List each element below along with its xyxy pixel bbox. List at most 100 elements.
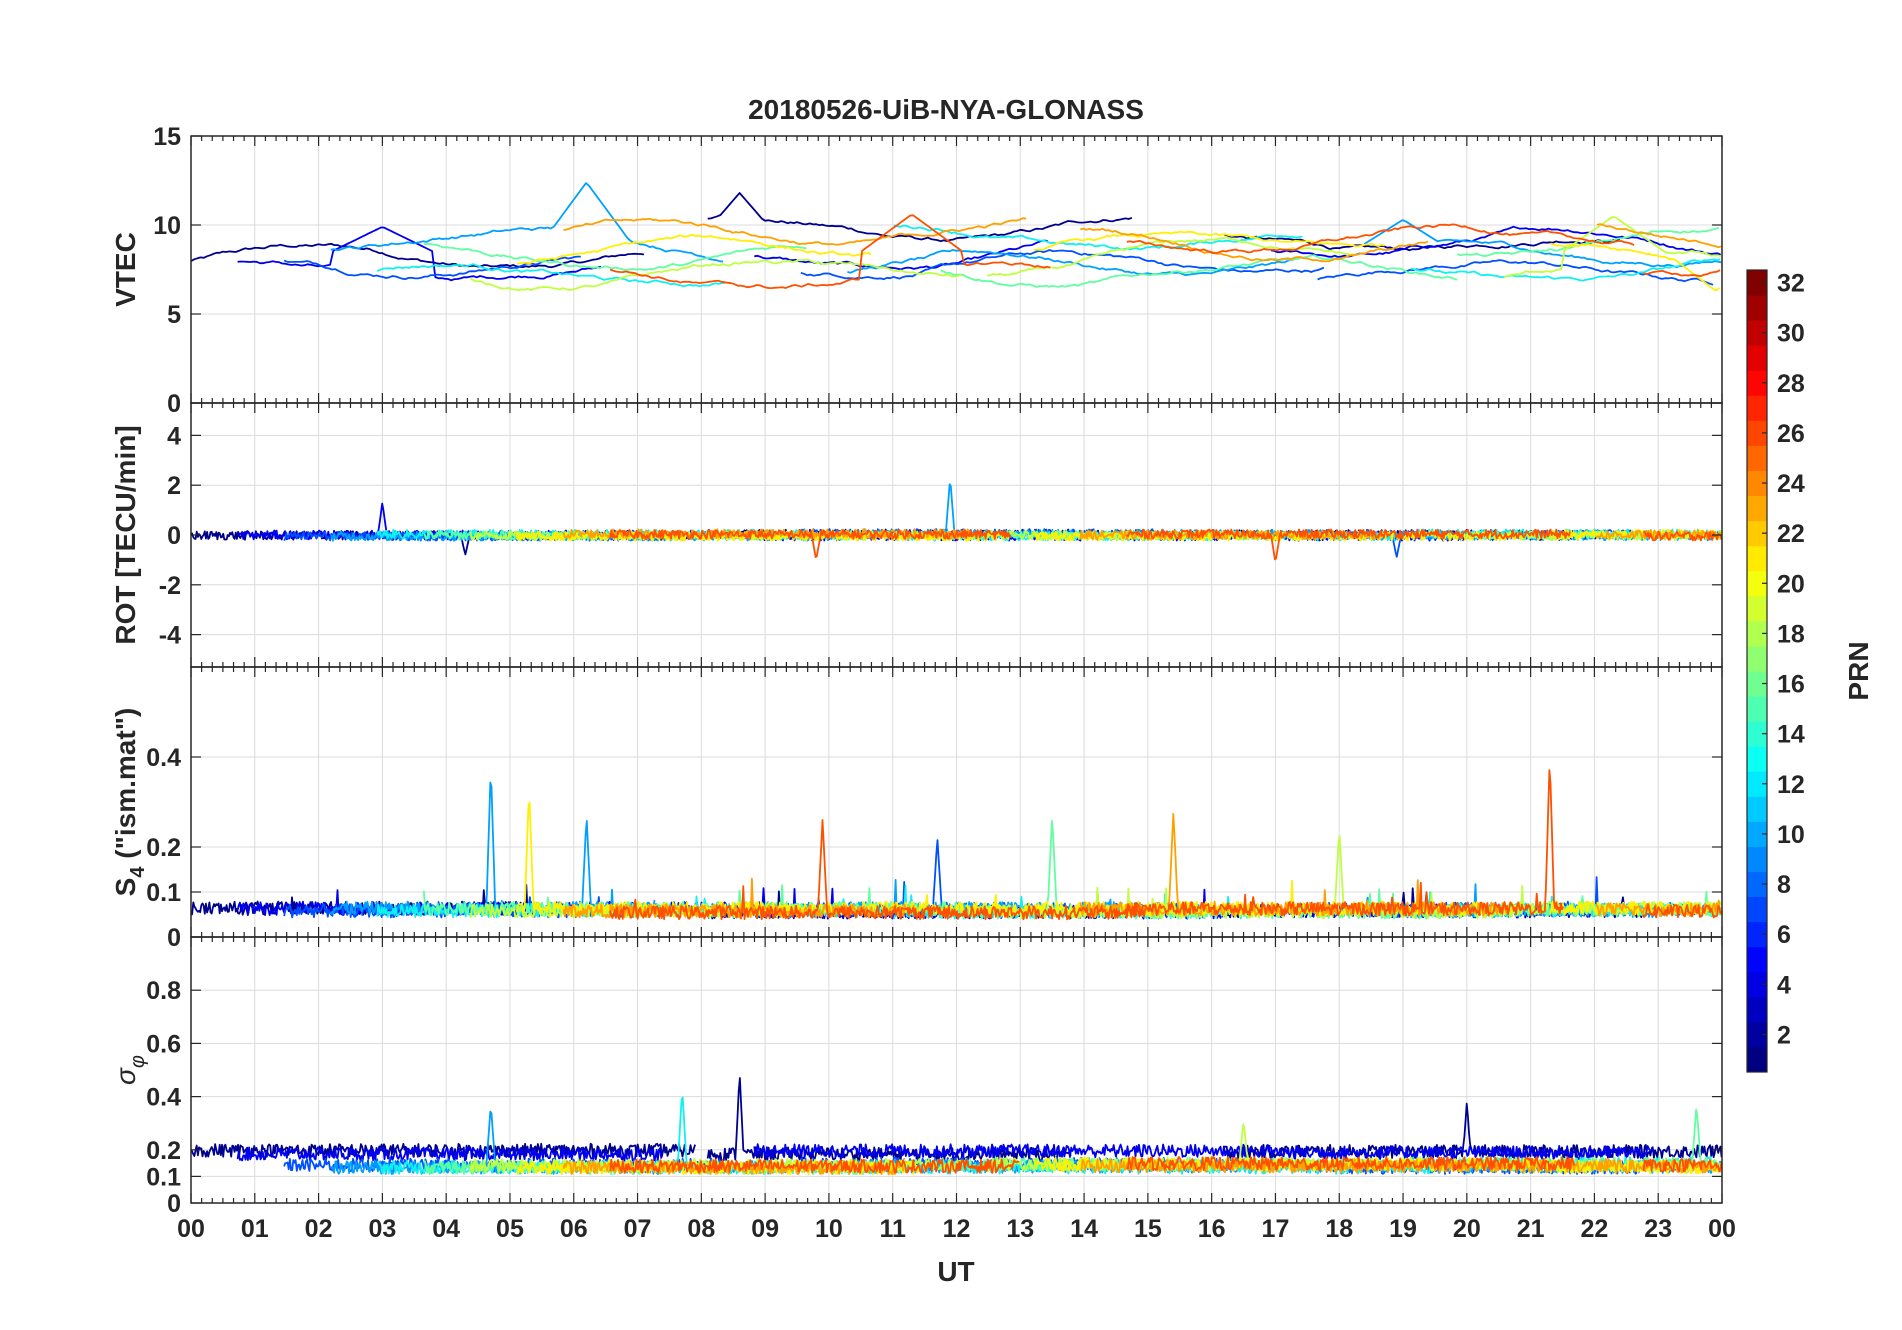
series-group — [191, 483, 1722, 561]
series-line — [1126, 528, 1571, 561]
y-tick-label: 4 — [167, 422, 181, 450]
colorbar-tick-label: 32 — [1777, 270, 1805, 298]
series-line — [1550, 242, 1720, 292]
colorbar-tick-label: 8 — [1777, 871, 1791, 899]
y-tick-label: 0 — [167, 522, 181, 550]
colorbar-step — [1747, 570, 1767, 597]
series-line — [609, 529, 1012, 558]
x-tick-labels: 00 01 02 03 04 05 06 07 08 09 10 11 12 13 14 15 16 17 18 19… — [177, 1215, 1736, 1243]
series-group — [191, 1077, 1722, 1176]
series-line — [753, 1143, 1271, 1159]
series-line — [1410, 258, 1721, 282]
colorbar-step — [1747, 746, 1767, 772]
colorbar-tick-label: 26 — [1777, 420, 1805, 448]
x-tick-label: 11 — [879, 1215, 906, 1243]
chart-title: 20180526-UiB-NYA-GLONASS — [748, 94, 1144, 125]
series-line — [707, 192, 1133, 243]
series-line — [1080, 227, 1429, 263]
series-line — [237, 226, 602, 282]
colorbar-step — [1747, 495, 1767, 522]
panel-s4: 0 0.1 0.2 0.4S4 ("ism.mat") — [110, 666, 1723, 952]
colorbar-step — [1747, 345, 1767, 371]
colorbar-step — [1747, 946, 1767, 973]
series-line — [609, 819, 1147, 921]
series-line — [563, 217, 1027, 246]
colorbar-step — [1747, 1021, 1767, 1048]
colorbar-step — [1747, 370, 1767, 396]
series-line — [1033, 230, 1385, 252]
x-tick-label: 05 — [496, 1215, 524, 1243]
x-tick-label: 00 — [1708, 1215, 1736, 1243]
x-axis-label: UT — [937, 1256, 974, 1287]
series-line — [754, 239, 1048, 271]
panel-sigma: 00.10.2 0.4 0.6 0.8 σφ — [110, 936, 1723, 1218]
series-line — [1596, 223, 1722, 249]
colorbar-step — [1747, 871, 1767, 898]
x-tick-label: 12 — [943, 1215, 971, 1243]
colorbar-step — [1747, 595, 1767, 622]
series-line — [1080, 1158, 1613, 1174]
panel-rot: -4 -2 0 2 4 ROT [TECU/min] — [110, 402, 1723, 668]
colorbar-tick-label: 10 — [1777, 821, 1805, 849]
x-tick-label: 07 — [624, 1215, 652, 1243]
colorbar-step — [1747, 420, 1767, 446]
colorbar-step — [1747, 996, 1767, 1023]
series-line — [986, 1123, 1496, 1172]
colorbar-step — [1747, 645, 1767, 672]
y-tick-label: 0.1 — [146, 1163, 181, 1191]
x-tick-label: 22 — [1581, 1215, 1609, 1243]
series-line — [470, 258, 962, 292]
series-line — [940, 254, 1458, 288]
colorbar-tick-label: 16 — [1777, 671, 1805, 699]
x-tick-label: 10 — [815, 1215, 843, 1243]
series-line — [236, 1146, 663, 1162]
x-tick-label: 21 — [1517, 1215, 1545, 1243]
series-line — [893, 224, 1303, 251]
colorbar-step — [1747, 395, 1767, 421]
x-tick-label: 13 — [1006, 1215, 1034, 1243]
colorbar-step — [1747, 896, 1767, 923]
colorbar-tick-label: 24 — [1777, 470, 1805, 498]
y-tick-label: 15 — [153, 123, 181, 151]
x-tick-label: 16 — [1198, 1215, 1226, 1243]
series-line — [1125, 769, 1565, 917]
y-tick-label: 0.1 — [146, 879, 181, 907]
x-tick-label: 04 — [432, 1215, 460, 1243]
colorbar-label: PRN — [1843, 641, 1874, 700]
colorbar-tick-label: 22 — [1777, 520, 1805, 548]
colorbar-step — [1747, 470, 1767, 497]
x-tick-label: 17 — [1262, 1215, 1290, 1243]
series-line — [423, 242, 807, 272]
series-line — [1456, 227, 1720, 257]
series-line — [1126, 223, 1635, 255]
y-tick-label: 0 — [167, 1190, 181, 1218]
y-tick-label: 0.4 — [146, 1084, 181, 1112]
series-line — [609, 214, 1051, 290]
series-line — [1642, 903, 1722, 919]
y-tick-label: 0.8 — [146, 977, 181, 1005]
y-tick-label: 0 — [167, 924, 181, 952]
y-axis-label-rot: ROT [TECU/min] — [110, 425, 141, 644]
colorbar-step — [1747, 696, 1767, 722]
x-tick-label: 09 — [751, 1215, 779, 1243]
series-line — [191, 242, 645, 269]
colorbar-step — [1747, 821, 1767, 847]
colorbar-step — [1747, 620, 1767, 647]
series-line — [609, 1158, 1020, 1174]
colorbar-tick-label: 12 — [1777, 771, 1805, 799]
y-tick-label: -2 — [159, 572, 181, 600]
colorbar-tick-label: 18 — [1777, 620, 1805, 648]
series-line — [800, 249, 1325, 281]
x-tick-label: 19 — [1389, 1215, 1417, 1243]
series-line — [847, 248, 1294, 277]
colorbar-tick-label: 20 — [1777, 570, 1805, 598]
x-tick-label: 14 — [1070, 1215, 1098, 1243]
x-tick-label: 18 — [1325, 1215, 1353, 1243]
x-tick-label: 23 — [1644, 1215, 1672, 1243]
y-tick-label: 10 — [153, 212, 181, 240]
colorbar-tick-label: 4 — [1777, 971, 1791, 999]
colorbar-step — [1747, 796, 1767, 822]
series-line — [1503, 216, 1721, 279]
